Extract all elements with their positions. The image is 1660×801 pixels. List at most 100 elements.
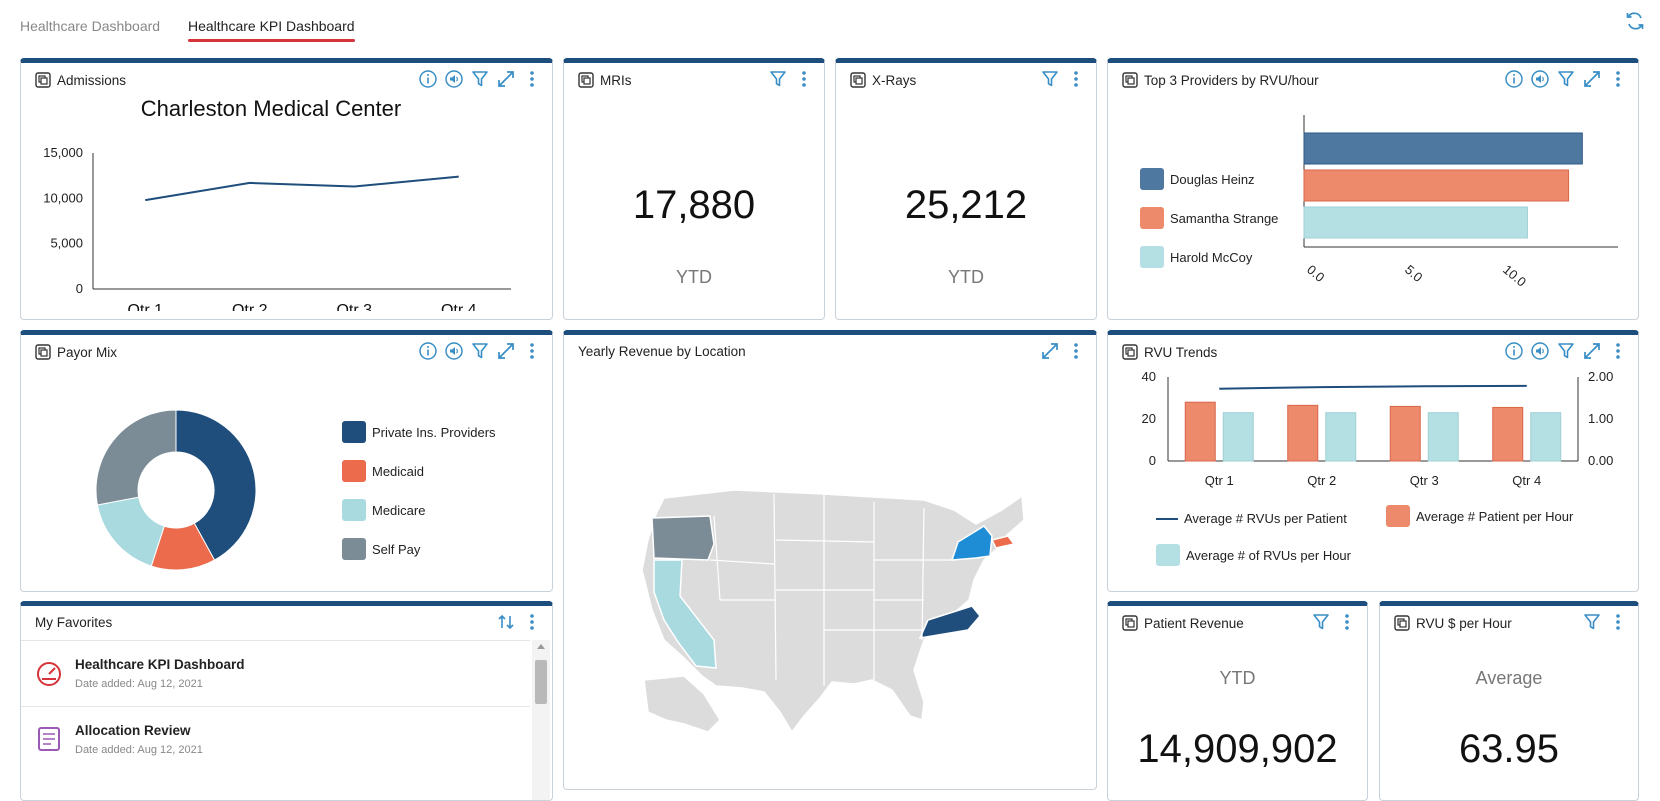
admissions-title: Admissions (35, 72, 126, 88)
bar (1326, 413, 1356, 461)
payor-mix-donut (86, 400, 266, 580)
audio-icon[interactable] (1530, 341, 1550, 361)
revenue-map-panel: Yearly Revenue by Location (563, 330, 1097, 790)
rvu-trends-toolbar (1504, 341, 1628, 361)
audio-icon[interactable] (444, 341, 464, 361)
y-tick-label: 10,000 (43, 190, 83, 205)
legend-swatch (342, 460, 366, 482)
expand-icon[interactable] (1040, 341, 1060, 361)
top-providers-panel: Top 3 Providers by RVU/hour Douglas Hein… (1107, 58, 1639, 320)
more-options-icon[interactable] (1608, 69, 1628, 89)
favorites-scrollbar[interactable] (532, 640, 550, 800)
rvu-trends-title: RVU Trends (1122, 344, 1217, 360)
legend-item: Harold McCoy (1140, 246, 1252, 268)
xrays-value: 25,212 (836, 183, 1096, 228)
info-icon[interactable] (418, 341, 438, 361)
legend-item: Medicaid (342, 460, 424, 482)
info-icon[interactable] (1504, 341, 1524, 361)
more-options-icon[interactable] (1608, 341, 1628, 361)
tile-icon (578, 72, 594, 88)
legend-swatch (342, 538, 366, 560)
admissions-toolbar (418, 69, 542, 89)
xrays-label: YTD (836, 267, 1096, 288)
legend-item: Douglas Heinz (1140, 168, 1255, 190)
filter-icon[interactable] (768, 69, 788, 89)
filter-icon[interactable] (1582, 612, 1602, 632)
tab-healthcare-kpi-dashboard[interactable]: Healthcare KPI Dashboard (188, 18, 355, 34)
favorites-title: My Favorites (35, 615, 112, 630)
rvu-dollars-label: Average (1380, 668, 1638, 689)
legend-swatch (342, 421, 366, 443)
more-options-icon[interactable] (1608, 612, 1628, 632)
mris-label: YTD (564, 267, 824, 288)
list-item[interactable]: Allocation Review Date added: Aug 12, 20… (21, 706, 530, 768)
admissions-panel: Admissions Charleston Medical Center 15,0… (20, 58, 553, 320)
more-options-icon[interactable] (1066, 341, 1086, 361)
filter-icon[interactable] (470, 341, 490, 361)
rvu-dollars-panel: RVU $ per Hour Average 63.95 (1379, 601, 1639, 801)
audio-icon[interactable] (444, 69, 464, 89)
y-tick-label: 15,000 (43, 145, 83, 160)
mris-toolbar (768, 69, 814, 89)
scroll-up-arrow[interactable] (537, 644, 545, 649)
legend-item: Average # Patient per Hour (1386, 505, 1573, 527)
favorites-list: Healthcare KPI Dashboard Date added: Aug… (21, 640, 552, 800)
map-alaska (644, 676, 720, 732)
patient-revenue-label: YTD (1108, 668, 1367, 689)
refresh-icon[interactable] (1624, 10, 1646, 32)
bar (1288, 405, 1318, 461)
legend-swatch (1140, 246, 1164, 268)
more-options-icon[interactable] (522, 341, 542, 361)
bar (1223, 413, 1253, 461)
filter-icon[interactable] (1556, 341, 1576, 361)
series-line (145, 177, 459, 201)
tab-healthcare-dashboard[interactable]: Healthcare Dashboard (20, 18, 160, 34)
revenue-map-toolbar (1040, 341, 1086, 361)
series-line (1219, 386, 1527, 389)
favorites-panel: My Favorites Healthcare KPI Dashboard Da… (20, 601, 553, 801)
xrays-panel: X-Rays 25,212 YTD (835, 58, 1097, 320)
info-icon[interactable] (418, 69, 438, 89)
more-options-icon[interactable] (1337, 612, 1357, 632)
tile-icon (1394, 615, 1410, 631)
filter-icon[interactable] (1311, 612, 1331, 632)
legend-swatch (1140, 207, 1164, 229)
bar (1304, 207, 1527, 238)
tab-bar: Healthcare Dashboard Healthcare KPI Dash… (0, 0, 1660, 50)
audio-icon[interactable] (1530, 69, 1550, 89)
x-tick-label: Qtr 4 (1512, 473, 1541, 488)
more-options-icon[interactable] (522, 69, 542, 89)
legend-item: Average # of RVUs per Hour (1156, 544, 1351, 566)
expand-icon[interactable] (1582, 341, 1602, 361)
legend-swatch (342, 499, 366, 521)
patient-revenue-value: 14,909,902 (1108, 727, 1367, 772)
x-tick-label: 0.0 (1304, 262, 1327, 285)
sort-icon[interactable] (496, 612, 516, 632)
rvu-dollars-toolbar (1582, 612, 1628, 632)
filter-icon[interactable] (1040, 69, 1060, 89)
info-icon[interactable] (1504, 69, 1524, 89)
more-options-icon[interactable] (522, 612, 542, 632)
expand-icon[interactable] (496, 341, 516, 361)
expand-icon[interactable] (1582, 69, 1602, 89)
pie-slice (97, 497, 164, 566)
x-tick-label: Qtr 3 (336, 302, 372, 311)
pie-slice (96, 410, 176, 505)
more-options-icon[interactable] (794, 69, 814, 89)
filter-icon[interactable] (470, 69, 490, 89)
filter-icon[interactable] (1556, 69, 1576, 89)
revenue-map-title: Yearly Revenue by Location (578, 344, 746, 359)
bar (1428, 413, 1458, 461)
y-tick-label: 0 (1149, 453, 1156, 468)
list-item[interactable]: Healthcare KPI Dashboard Date added: Aug… (21, 640, 530, 702)
scroll-thumb[interactable] (535, 660, 547, 704)
chart-title: Charleston Medical Center (141, 96, 401, 121)
top-providers-title: Top 3 Providers by RVU/hour (1122, 72, 1319, 88)
xrays-toolbar (1040, 69, 1086, 89)
more-options-icon[interactable] (1066, 69, 1086, 89)
expand-icon[interactable] (496, 69, 516, 89)
y-tick-label: 0 (76, 281, 83, 296)
legend-swatch (1386, 505, 1410, 527)
y-tick-label: 5,000 (50, 236, 83, 251)
